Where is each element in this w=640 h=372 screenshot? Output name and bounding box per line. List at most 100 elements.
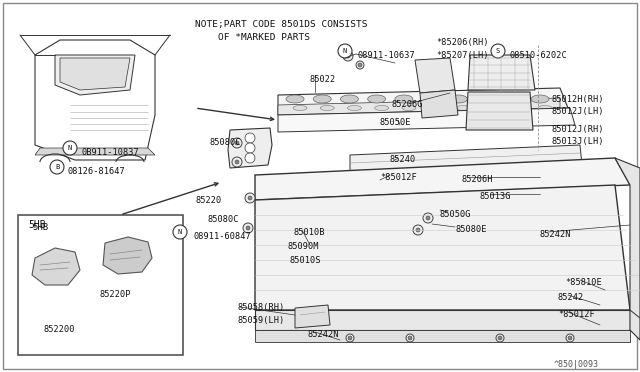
Ellipse shape [395,95,413,103]
Text: N: N [343,48,347,54]
Text: *85207(LH): *85207(LH) [436,51,488,60]
Circle shape [63,141,77,155]
Ellipse shape [456,106,470,110]
Ellipse shape [374,106,388,110]
Text: S: S [496,48,500,54]
Circle shape [426,216,430,220]
Text: 85010S: 85010S [290,256,321,265]
Text: 85013J(LH): 85013J(LH) [552,137,605,146]
Polygon shape [35,40,155,160]
Polygon shape [255,185,630,310]
Circle shape [346,54,350,58]
Circle shape [245,153,255,163]
Ellipse shape [531,95,549,103]
Ellipse shape [477,95,495,103]
Circle shape [423,213,433,223]
Text: B: B [55,164,59,170]
Circle shape [245,193,255,203]
Polygon shape [350,145,582,175]
Polygon shape [468,55,535,90]
Ellipse shape [429,106,443,110]
Text: 85012H(RH): 85012H(RH) [552,95,605,104]
Circle shape [346,334,354,342]
Text: *85012F: *85012F [380,173,417,182]
Ellipse shape [286,95,304,103]
Text: 5HB: 5HB [28,220,45,230]
Text: 85240: 85240 [390,155,416,164]
Circle shape [406,334,414,342]
Circle shape [568,336,572,340]
Text: 85080C: 85080C [208,215,239,224]
Polygon shape [615,158,640,340]
Ellipse shape [320,106,334,110]
Text: 85050G: 85050G [440,210,472,219]
Ellipse shape [313,95,332,103]
Polygon shape [255,330,630,342]
Circle shape [498,336,502,340]
Text: 85206G: 85206G [392,100,424,109]
Text: 85090M: 85090M [288,242,319,251]
Circle shape [491,44,505,58]
Circle shape [338,44,352,58]
Text: 85242N: 85242N [307,330,339,339]
Circle shape [232,157,242,167]
Ellipse shape [402,106,416,110]
Polygon shape [278,88,568,115]
Ellipse shape [293,106,307,110]
Polygon shape [278,108,575,132]
Polygon shape [466,92,533,130]
Text: OF *MARKED PARTS: OF *MARKED PARTS [195,33,310,42]
Text: N: N [68,145,72,151]
Text: 5HB: 5HB [32,223,48,232]
Text: *85012F: *85012F [558,310,595,319]
Circle shape [413,225,423,235]
Text: 85242N: 85242N [540,230,572,239]
Ellipse shape [449,95,467,103]
Circle shape [50,160,64,174]
Ellipse shape [422,95,440,103]
Bar [18,215,183,355]
Text: 85080E: 85080E [455,225,486,234]
Text: ^850|0093: ^850|0093 [554,360,599,369]
Ellipse shape [348,106,362,110]
Circle shape [408,336,412,340]
Circle shape [245,143,255,153]
Text: 0B911-10837: 0B911-10837 [82,148,140,157]
Text: 85012J(LH): 85012J(LH) [552,107,605,116]
Text: 85022: 85022 [310,75,336,84]
Text: 85013G: 85013G [480,192,511,201]
Polygon shape [103,237,152,274]
Text: 852200: 852200 [43,325,74,334]
Text: 85242: 85242 [558,293,584,302]
Polygon shape [255,158,630,200]
Circle shape [232,138,242,148]
Text: 85012J(RH): 85012J(RH) [552,125,605,134]
Polygon shape [295,305,330,328]
Circle shape [235,160,239,164]
Polygon shape [32,248,80,285]
Text: 08911-10637: 08911-10637 [358,51,416,60]
Text: NOTE;PART CODE 8501DS CONSISTS: NOTE;PART CODE 8501DS CONSISTS [195,20,367,29]
Circle shape [566,334,574,342]
Ellipse shape [511,106,525,110]
Text: 85220P: 85220P [100,290,131,299]
Text: 85058(RH): 85058(RH) [238,303,285,312]
Circle shape [243,223,253,233]
Circle shape [343,51,353,61]
Text: 08911-60847: 08911-60847 [193,232,251,241]
Ellipse shape [484,106,497,110]
Circle shape [245,133,255,143]
Circle shape [416,228,420,232]
Ellipse shape [340,95,358,103]
Polygon shape [415,58,455,93]
Text: 85059(LH): 85059(LH) [238,316,285,325]
Circle shape [246,226,250,230]
Text: 85050E: 85050E [380,118,412,127]
Polygon shape [278,98,560,115]
Polygon shape [420,90,458,118]
Text: *85810E: *85810E [565,278,602,287]
Polygon shape [60,58,130,90]
Text: 08510-6202C: 08510-6202C [510,51,568,60]
Circle shape [235,141,239,145]
Ellipse shape [538,106,552,110]
